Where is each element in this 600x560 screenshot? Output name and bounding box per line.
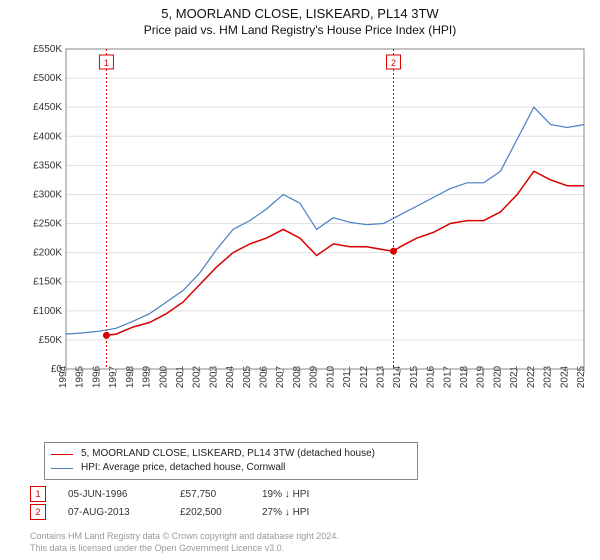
svg-text:£150K: £150K: [33, 277, 62, 288]
svg-text:£300K: £300K: [33, 189, 62, 200]
sale-badge: 2: [30, 504, 46, 520]
svg-text:£450K: £450K: [33, 102, 62, 113]
page-subtitle: Price paid vs. HM Land Registry's House …: [0, 23, 600, 37]
legend-item: HPI: Average price, detached house, Corn…: [51, 461, 411, 475]
sale-delta: 27% ↓ HPI: [262, 507, 309, 518]
svg-text:£550K: £550K: [33, 45, 62, 55]
chart-area: £0£50K£100K£150K£200K£250K£300K£350K£400…: [30, 45, 590, 425]
sale-badge: 1: [30, 486, 46, 502]
legend-swatch: [51, 454, 73, 455]
svg-text:£500K: £500K: [33, 73, 62, 84]
svg-text:1: 1: [104, 58, 109, 68]
svg-text:£250K: £250K: [33, 219, 62, 230]
sale-date: 07-AUG-2013: [68, 507, 158, 518]
sale-date: 05-JUN-1996: [68, 489, 158, 500]
sale-delta: 19% ↓ HPI: [262, 489, 309, 500]
svg-text:£100K: £100K: [33, 306, 62, 317]
legend-item: 5, MOORLAND CLOSE, LISKEARD, PL14 3TW (d…: [51, 447, 411, 461]
legend-swatch: [51, 468, 73, 469]
sale-price: £57,750: [180, 489, 240, 500]
legend-label: HPI: Average price, detached house, Corn…: [81, 461, 285, 475]
svg-text:£350K: £350K: [33, 160, 62, 171]
sale-price: £202,500: [180, 507, 240, 518]
legend-label: 5, MOORLAND CLOSE, LISKEARD, PL14 3TW (d…: [81, 447, 375, 461]
svg-text:£50K: £50K: [39, 335, 63, 346]
page-title: 5, MOORLAND CLOSE, LISKEARD, PL14 3TW: [0, 6, 600, 21]
table-row: 2 07-AUG-2013 £202,500 27% ↓ HPI: [30, 503, 309, 521]
table-row: 1 05-JUN-1996 £57,750 19% ↓ HPI: [30, 485, 309, 503]
sales-table: 1 05-JUN-1996 £57,750 19% ↓ HPI 2 07-AUG…: [30, 485, 309, 521]
svg-text:2: 2: [391, 58, 396, 68]
svg-text:£200K: £200K: [33, 248, 62, 259]
license-line: Contains HM Land Registry data © Crown c…: [30, 530, 590, 542]
license-line: This data is licensed under the Open Gov…: [30, 542, 590, 554]
license-text: Contains HM Land Registry data © Crown c…: [30, 530, 590, 554]
price-chart: £0£50K£100K£150K£200K£250K£300K£350K£400…: [30, 45, 590, 425]
svg-text:£400K: £400K: [33, 131, 62, 142]
legend: 5, MOORLAND CLOSE, LISKEARD, PL14 3TW (d…: [44, 442, 418, 480]
